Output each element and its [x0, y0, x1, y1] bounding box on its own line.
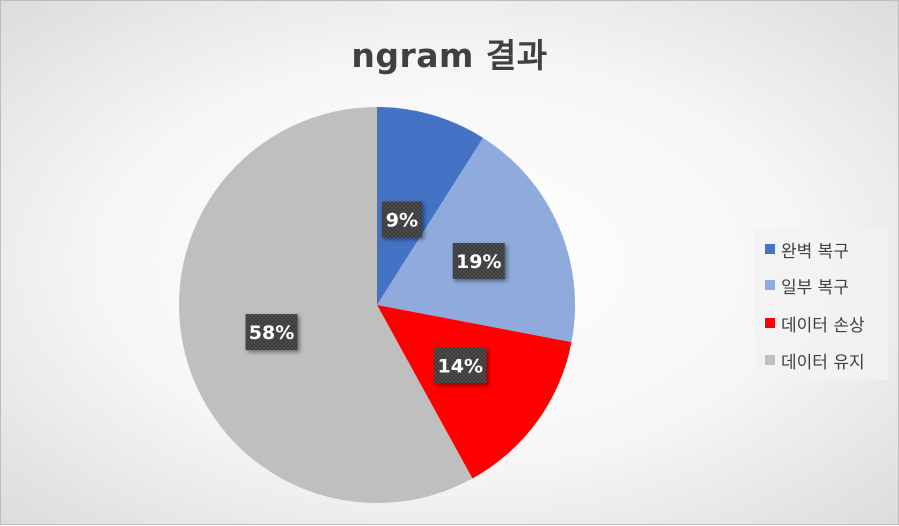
data-label-text: 14% [438, 356, 483, 378]
pie-slice-완벽-복구 [377, 107, 484, 305]
legend-item: 데이터 손상 [765, 312, 865, 336]
legend-label: 데이터 손상 [781, 315, 865, 336]
pie-slice-일부-복구 [377, 137, 575, 343]
legend-swatch [765, 280, 775, 290]
data-label-box [245, 314, 298, 351]
legend-item: 일부 복구 [765, 274, 849, 298]
legend-item: 완벽 복구 [765, 238, 849, 262]
data-label-데이터-손상: 14% [434, 347, 487, 384]
data-label-text: 58% [249, 322, 294, 344]
legend: 완벽 복구 일부 복구 데이터 손상 데이터 유지 [754, 230, 888, 380]
legend-item: 데이터 유지 [765, 349, 865, 373]
data-label-box [434, 347, 487, 384]
data-label-box [452, 242, 505, 279]
pie-slice-데이터-유지 [178, 107, 473, 503]
legend-swatch [765, 244, 775, 254]
legend-label: 데이터 유지 [781, 352, 865, 373]
data-label-완벽-복구: 9% [381, 201, 422, 238]
data-label-데이터-유지: 58% [245, 314, 298, 351]
chart-title: ngram 결과 [351, 36, 548, 75]
legend-swatch [765, 355, 775, 365]
data-label-text: 19% [456, 251, 501, 273]
legend-label: 일부 복구 [781, 277, 849, 298]
data-label-text: 9% [386, 209, 418, 231]
data-label-box [381, 201, 422, 238]
pie-slice-데이터-손상 [377, 305, 572, 479]
data-label-일부-복구: 19% [452, 242, 505, 279]
legend-swatch [765, 318, 775, 328]
legend-label: 완벽 복구 [781, 241, 849, 262]
